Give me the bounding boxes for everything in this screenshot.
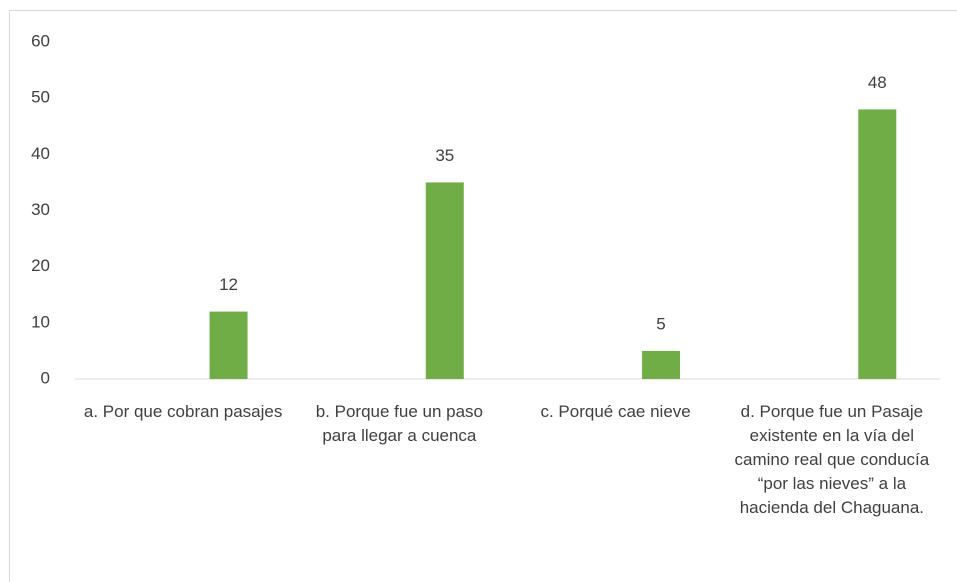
bar bbox=[642, 350, 681, 379]
y-tick-label: 40 bbox=[31, 144, 50, 163]
data-label: 5 bbox=[656, 314, 665, 333]
y-tick-label: 0 bbox=[41, 368, 50, 387]
bar bbox=[209, 311, 248, 379]
data-label: 48 bbox=[868, 73, 887, 92]
data-label: 12 bbox=[219, 275, 238, 294]
bar bbox=[858, 109, 897, 380]
y-tick-label: 10 bbox=[31, 312, 50, 331]
bar bbox=[425, 182, 464, 379]
chart-border bbox=[9, 10, 957, 582]
x-tick-label: c. Porqué cae nieve bbox=[540, 402, 691, 421]
x-tick-label: a. Por que cobran pasajes bbox=[83, 402, 283, 421]
x-tick-label: d. Porque fue un Pasaje existente en la … bbox=[734, 402, 930, 517]
y-tick-label: 60 bbox=[31, 31, 50, 50]
y-tick-label: 30 bbox=[31, 200, 50, 219]
data-label: 35 bbox=[435, 146, 454, 165]
x-tick-label: b. Porque fue un paso para llegar a cuen… bbox=[315, 402, 484, 445]
y-tick-label: 20 bbox=[31, 256, 50, 275]
y-tick-label: 50 bbox=[31, 88, 50, 107]
